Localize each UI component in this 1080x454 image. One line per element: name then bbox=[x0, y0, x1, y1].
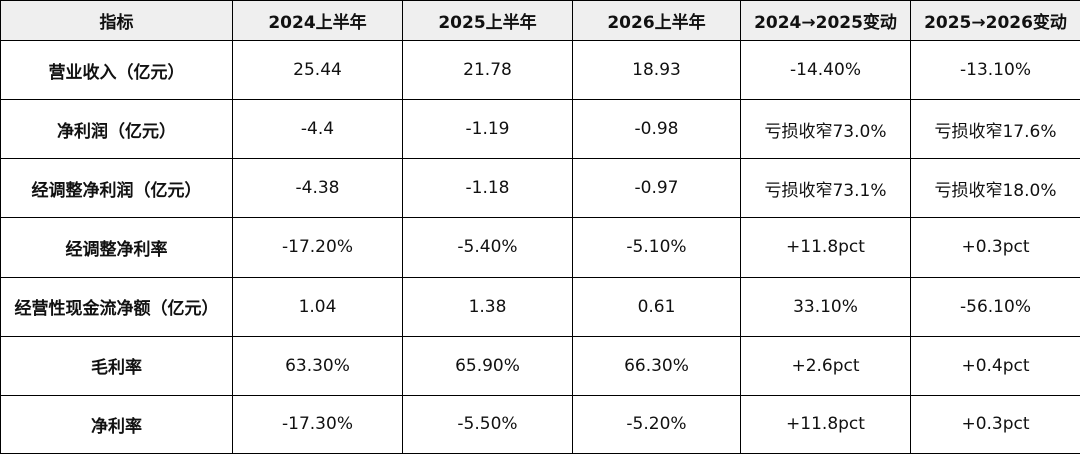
table-body: 营业收入（亿元） 25.44 21.78 18.93 -14.40% -13.1… bbox=[0, 39, 1080, 454]
row-label: 经调整净利润（亿元） bbox=[0, 158, 233, 219]
table-cell: -0.97 bbox=[572, 158, 741, 219]
header-cell-change-2024-2025: 2024→2025变动 bbox=[740, 0, 911, 41]
table-cell: 66.30% bbox=[572, 335, 741, 396]
table-cell: -1.19 bbox=[402, 99, 573, 160]
table-row: 营业收入（亿元） 25.44 21.78 18.93 -14.40% -13.1… bbox=[0, 39, 1080, 101]
table-cell: 33.10% bbox=[740, 276, 911, 337]
table-row: 经调整净利率 -17.20% -5.40% -5.10% +11.8pct +0… bbox=[0, 217, 1080, 278]
table-cell: 25.44 bbox=[232, 39, 403, 101]
table-cell: -17.20% bbox=[232, 217, 403, 278]
table-cell: +0.3pct bbox=[910, 394, 1080, 454]
row-label: 营业收入（亿元） bbox=[0, 39, 233, 101]
header-cell-metric: 指标 bbox=[0, 0, 233, 41]
table-cell: -4.4 bbox=[232, 99, 403, 160]
table-row: 经营性现金流净额（亿元） 1.04 1.38 0.61 33.10% -56.1… bbox=[0, 276, 1080, 337]
table-cell: 亏损收窄73.0% bbox=[740, 99, 911, 160]
table-row: 经调整净利润（亿元） -4.38 -1.18 -0.97 亏损收窄73.1% 亏… bbox=[0, 158, 1080, 219]
header-cell-change-2025-2026: 2025→2026变动 bbox=[910, 0, 1080, 41]
table-cell: 63.30% bbox=[232, 335, 403, 396]
table-cell: -5.40% bbox=[402, 217, 573, 278]
table-cell: 0.61 bbox=[572, 276, 741, 337]
header-cell-2025-h1: 2025上半年 bbox=[402, 0, 573, 41]
table-cell: -56.10% bbox=[910, 276, 1080, 337]
row-label: 经调整净利率 bbox=[0, 217, 233, 278]
table-cell: -1.18 bbox=[402, 158, 573, 219]
table-cell: 21.78 bbox=[402, 39, 573, 101]
row-label: 毛利率 bbox=[0, 335, 233, 396]
header-cell-2024-h1: 2024上半年 bbox=[232, 0, 403, 41]
table-cell: -4.38 bbox=[232, 158, 403, 219]
row-label: 经营性现金流净额（亿元） bbox=[0, 276, 233, 337]
header-cell-2026-h1: 2026上半年 bbox=[572, 0, 741, 41]
table-cell: -5.20% bbox=[572, 394, 741, 454]
table-cell: -5.10% bbox=[572, 217, 741, 278]
header-row: 指标 2024上半年 2025上半年 2026上半年 2024→2025变动 2… bbox=[0, 0, 1080, 41]
row-label: 净利润（亿元） bbox=[0, 99, 233, 160]
table-cell: 65.90% bbox=[402, 335, 573, 396]
table-cell: 亏损收窄17.6% bbox=[910, 99, 1080, 160]
table-cell: +2.6pct bbox=[740, 335, 911, 396]
table-row: 毛利率 63.30% 65.90% 66.30% +2.6pct +0.4pct bbox=[0, 335, 1080, 396]
table-cell: -13.10% bbox=[910, 39, 1080, 101]
table-cell: -5.50% bbox=[402, 394, 573, 454]
table-row: 净利润（亿元） -4.4 -1.19 -0.98 亏损收窄73.0% 亏损收窄1… bbox=[0, 99, 1080, 160]
table-cell: 1.04 bbox=[232, 276, 403, 337]
table-header: 指标 2024上半年 2025上半年 2026上半年 2024→2025变动 2… bbox=[0, 0, 1080, 41]
table-cell: -14.40% bbox=[740, 39, 911, 101]
table-cell: 1.38 bbox=[402, 276, 573, 337]
table-cell: -0.98 bbox=[572, 99, 741, 160]
table-cell: 亏损收窄73.1% bbox=[740, 158, 911, 219]
table-cell: 18.93 bbox=[572, 39, 741, 101]
table-cell: +11.8pct bbox=[740, 217, 911, 278]
table-cell: -17.30% bbox=[232, 394, 403, 454]
table-cell: +0.4pct bbox=[910, 335, 1080, 396]
table-cell: +0.3pct bbox=[910, 217, 1080, 278]
table-row: 净利率 -17.30% -5.50% -5.20% +11.8pct +0.3p… bbox=[0, 394, 1080, 454]
row-label: 净利率 bbox=[0, 394, 233, 454]
table-cell: +11.8pct bbox=[740, 394, 911, 454]
table-cell: 亏损收窄18.0% bbox=[910, 158, 1080, 219]
